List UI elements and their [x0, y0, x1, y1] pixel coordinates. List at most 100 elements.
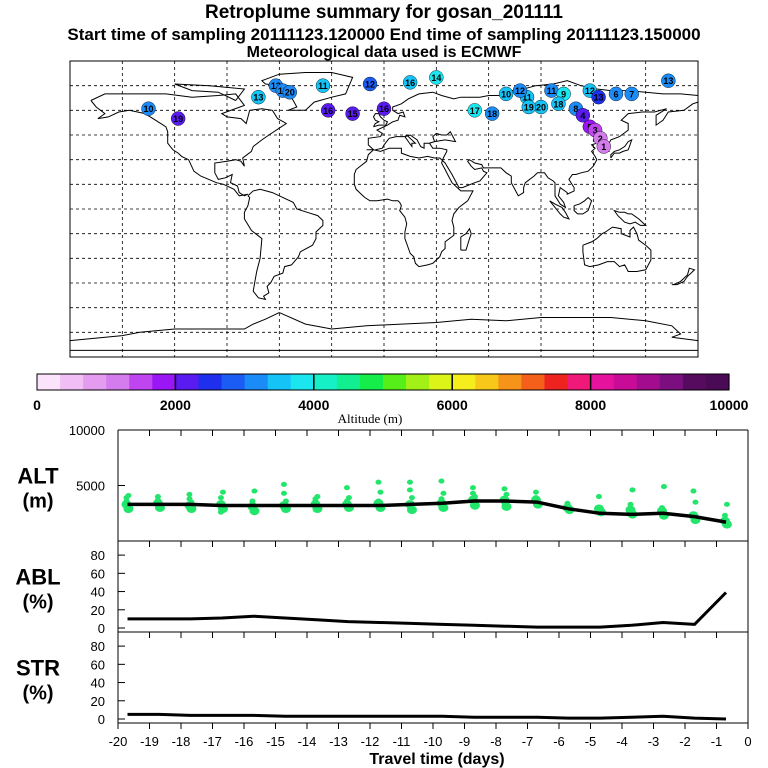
x-tick-label: -16: [235, 734, 254, 749]
plume-marker-label: 16: [405, 78, 415, 88]
plume-marker: [624, 86, 639, 102]
altitude-sample-point: [186, 504, 197, 514]
colorbar-swatch: [406, 374, 430, 390]
x-axis-title: Travel time (days): [369, 751, 504, 768]
plume-marker-label: 20: [536, 103, 546, 113]
altitude-sample-point: [660, 484, 667, 490]
x-tick-label: -20: [109, 734, 128, 749]
colorbar-swatch: [544, 374, 569, 390]
altitude-sample-point: [282, 498, 289, 504]
colorbar-swatch: [313, 374, 338, 390]
colorbar-swatch: [521, 374, 546, 390]
altitude-sample-point: [503, 491, 510, 497]
altitude-sample-point: [595, 494, 602, 500]
plume-marker: [498, 86, 514, 102]
altitude-sample-point: [658, 505, 665, 511]
altitude-sample-point: [280, 481, 287, 487]
altitude-sample-point: [123, 498, 130, 504]
altitude-sample-point: [312, 496, 319, 502]
altitude-sample-point: [186, 491, 193, 497]
altitude-sample-point: [692, 499, 699, 505]
str-panel-label: STR: [16, 656, 60, 681]
altitude-sample-point: [123, 504, 134, 514]
x-tick-label: -3: [648, 734, 660, 749]
x-tick-label: -15: [266, 734, 285, 749]
altitude-sample-point: [723, 501, 730, 507]
plume-marker: [661, 73, 676, 88]
plume-marker: [551, 96, 566, 111]
plume-marker: [320, 103, 336, 118]
plume-marker-label: 16: [379, 104, 389, 114]
altitude-sample-point: [471, 494, 478, 500]
plume-marker-label: 11: [318, 81, 328, 91]
altitude-sample-point: [469, 485, 476, 491]
abl-series-line: [127, 591, 728, 629]
altitude-sample-point: [438, 478, 445, 484]
altitude-sample-point: [721, 512, 728, 519]
altitude-sample-point: [251, 488, 258, 494]
plume-marker-label: 19: [524, 103, 534, 113]
altitude-sample-point: [627, 501, 634, 507]
colorbar-swatch: [613, 374, 638, 390]
altitude-sample-point: [438, 503, 449, 512]
abl-panel: 80 60 40 20 0 ABL(%): [15, 540, 749, 636]
plume-marker-label: 19: [173, 114, 183, 124]
plume-marker-label: 11: [547, 86, 557, 96]
colorbar-swatch: [705, 374, 730, 390]
colorbar-swatch: [244, 374, 269, 390]
str-panel-unit: (%): [22, 683, 53, 705]
plume-marker-label: 18: [553, 99, 563, 109]
x-tick-label: 0: [744, 734, 751, 749]
x-tick-label: -12: [361, 734, 380, 749]
altitude-sample-point: [343, 498, 350, 504]
colorbar-swatch: [83, 374, 107, 390]
altitude-sample-point: [280, 490, 287, 496]
altitude-sample-point: [532, 495, 539, 501]
colorbar-swatch: [682, 374, 707, 390]
altitude-sample-point: [219, 489, 226, 495]
x-tick-label: -11: [393, 734, 411, 749]
plume-marker-label: 14: [431, 73, 441, 83]
x-tick-label: -17: [203, 734, 222, 749]
plume-marker: [315, 78, 331, 93]
colorbar-tick-label: 10000: [710, 397, 749, 413]
x-tick-label: -14: [298, 734, 317, 749]
plume-marker: [345, 106, 360, 121]
x-tick-label: -4: [616, 734, 628, 749]
plume-marker-label: 15: [348, 109, 358, 119]
abl-panel-unit: (%): [22, 592, 53, 614]
coastline: [460, 227, 472, 251]
coastline: [90, 93, 288, 197]
colorbar-title: Altitude (m): [338, 411, 403, 426]
colorbar-swatch: [498, 374, 522, 390]
altitude-sample-point: [532, 489, 539, 495]
y-tick-label: 60: [91, 657, 105, 672]
plume-marker-label: 13: [663, 76, 673, 86]
x-tick-label: -1: [711, 734, 723, 749]
colorbar-swatch: [429, 374, 453, 390]
altitude-sample-point: [406, 505, 417, 515]
plume-marker: [376, 101, 392, 116]
colorbar-swatch: [336, 374, 361, 390]
y-tick-label: 5000: [76, 479, 105, 494]
plume-marker: [141, 101, 156, 116]
altitude-sample-point: [217, 495, 224, 501]
colorbar-tick-label: 6000: [437, 397, 468, 413]
plume-marker-label: 6: [614, 89, 619, 99]
colorbar-frame: [36, 373, 730, 391]
x-tick-label: -18: [172, 734, 191, 749]
coastline: [353, 101, 699, 268]
x-tick-label: -13: [329, 734, 348, 749]
plume-marker-label: 9: [561, 89, 566, 99]
plume-marker-label: 4: [580, 111, 585, 121]
mean-altitude-line: [127, 499, 727, 524]
coastline: [671, 267, 696, 286]
coastline: [573, 196, 593, 215]
altitude-panel: 10000 5000 ALT(m): [17, 423, 749, 541]
colorbar-swatch: [267, 374, 292, 390]
x-tick-label: -7: [522, 734, 534, 749]
plume-marker: [467, 103, 482, 118]
str-series-line: [127, 712, 727, 721]
plume-marker-label: 12: [365, 80, 375, 90]
